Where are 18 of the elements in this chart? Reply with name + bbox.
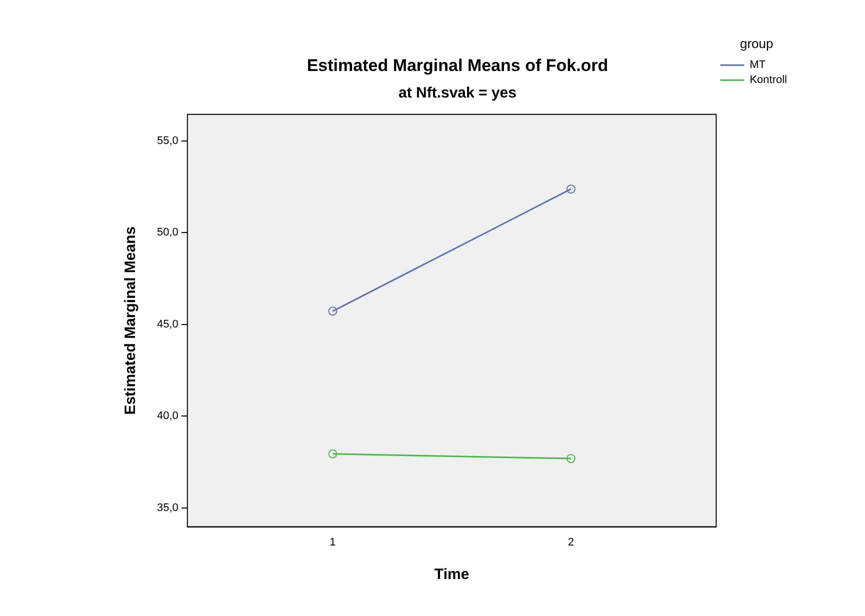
chart-subtitle: at Nft.svak = yes xyxy=(398,84,516,102)
point xyxy=(328,306,338,316)
y-tick-label: 50,0 xyxy=(156,226,178,239)
y-tick-label: 40,0 xyxy=(156,410,178,422)
point xyxy=(328,449,338,458)
y-tick-label: 45,0 xyxy=(156,318,178,330)
y-tick-label: 55,0 xyxy=(156,134,178,147)
x-tick-label: 2 xyxy=(568,536,574,548)
point xyxy=(566,184,576,194)
y-axis-title: Estimated Marginal Means xyxy=(122,226,140,415)
point xyxy=(566,454,576,464)
legend-label: MT xyxy=(750,59,766,72)
legend-label: Kontroll xyxy=(750,74,787,86)
x-tick-label: 1 xyxy=(330,536,336,548)
chart-title: Estimated Marginal Means of Fok.ord xyxy=(306,56,608,75)
legend-title: group xyxy=(740,36,774,52)
x-axis-title: Time xyxy=(434,566,470,584)
y-tick-label: 35,0 xyxy=(156,502,178,514)
